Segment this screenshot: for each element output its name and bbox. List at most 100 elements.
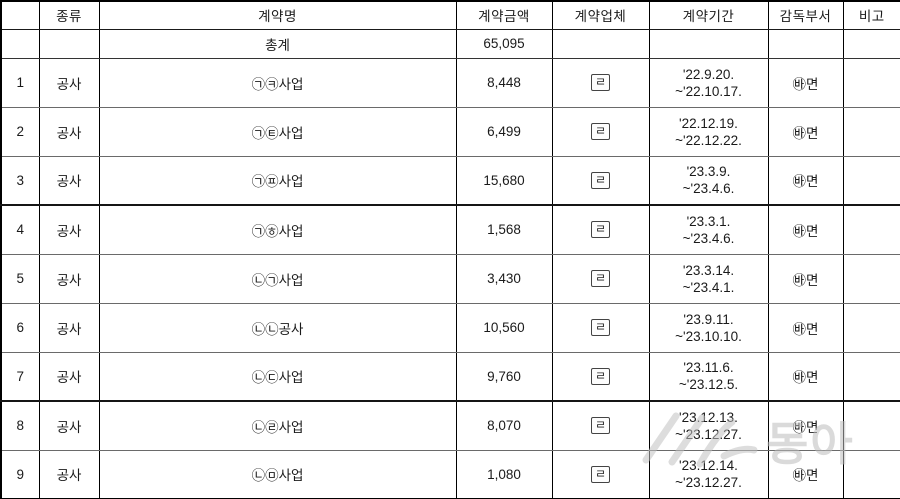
- cell-period: '22.12.19. ~'22.12.22.: [648, 106, 769, 157]
- cell-amount: 3,430: [455, 253, 553, 304]
- cell-dept: ㉳면: [767, 400, 844, 451]
- table-row: 7 공사 ㉡㉢사업 9,760 ㄹ '23.11.6. ~'23.12.5. ㉳…: [0, 351, 900, 402]
- cell-period: '23.3.1. ~'23.4.6.: [648, 204, 769, 255]
- cell-type: 공사: [38, 302, 100, 353]
- cell-period: '23.9.11. ~'23.10.10.: [648, 302, 769, 353]
- cell-note: [842, 351, 900, 402]
- header-type: 종류: [38, 0, 100, 30]
- total-type-cell: [38, 28, 100, 59]
- cell-dept: ㉳면: [767, 449, 844, 499]
- total-vendor-cell: [551, 28, 650, 59]
- cell-contract-name: ㉠㉬사업: [98, 155, 457, 206]
- table-row: 1 공사 ㉠㉪사업 8,448 ㄹ '22.9.20. ~'22.10.17. …: [0, 57, 900, 108]
- total-note-cell: [842, 28, 900, 59]
- period-end: ~'23.4.6.: [682, 230, 735, 246]
- table-row: 5 공사 ㉡㉠사업 3,430 ㄹ '23.3.14. ~'23.4.1. ㉳면: [0, 253, 900, 304]
- cell-contract-name: ㉡㉣사업: [98, 400, 457, 451]
- cell-amount: 10,560: [455, 302, 553, 353]
- period-end: ~'23.4.6.: [682, 181, 735, 197]
- cell-dept: ㉳면: [767, 57, 844, 108]
- cell-note: [842, 449, 900, 499]
- cell-no: 1: [0, 57, 40, 108]
- period-start: '23.12.14.: [679, 458, 738, 474]
- cell-no: 4: [0, 204, 40, 255]
- period-end: ~'23.12.5.: [678, 377, 739, 393]
- cell-vendor: ㄹ: [551, 253, 650, 304]
- table-row: 8 공사 ㉡㉣사업 8,070 ㄹ '23.12.13. ~'23.12.27.…: [0, 400, 900, 451]
- cell-note: [842, 253, 900, 304]
- vendor-redaction-box: ㄹ: [590, 465, 611, 483]
- vendor-redaction-box: ㄹ: [590, 319, 611, 336]
- cell-no: 9: [0, 449, 40, 499]
- period-start: '23.3.1.: [686, 213, 731, 229]
- vendor-redaction-box: ㄹ: [590, 270, 611, 287]
- cell-type: 공사: [38, 351, 100, 402]
- period-start: '22.9.20.: [682, 66, 735, 82]
- cell-no: 2: [0, 106, 40, 157]
- cell-amount: 15,680: [455, 155, 553, 206]
- cell-amount: 1,568: [455, 204, 553, 255]
- period-start: '23.3.14.: [682, 262, 735, 278]
- period-end: ~'22.10.17.: [675, 83, 742, 99]
- period-end: ~'23.12.27.: [675, 475, 742, 491]
- cell-period: '23.3.14. ~'23.4.1.: [648, 253, 769, 304]
- cell-vendor: ㄹ: [551, 302, 650, 353]
- total-period-cell: [648, 28, 769, 59]
- cell-vendor: ㄹ: [551, 57, 650, 108]
- cell-no: 3: [0, 155, 40, 206]
- period-start: '23.3.9.: [686, 164, 731, 180]
- cell-contract-name: ㉠㉪사업: [98, 57, 457, 108]
- cell-no: 6: [0, 302, 40, 353]
- cell-amount: 8,070: [455, 400, 553, 451]
- vendor-redaction-box: ㄹ: [590, 123, 611, 140]
- cell-type: 공사: [38, 155, 100, 206]
- cell-dept: ㉳면: [767, 302, 844, 353]
- cell-period: '23.11.6. ~'23.12.5.: [648, 351, 769, 402]
- cell-period: '23.12.13. ~'23.12.27.: [648, 400, 769, 451]
- cell-type: 공사: [38, 106, 100, 157]
- header-name: 계약명: [98, 0, 457, 30]
- vendor-redaction-box: ㄹ: [590, 417, 611, 435]
- cell-type: 공사: [38, 204, 100, 255]
- header-vendor: 계약업체: [551, 0, 650, 30]
- period-start: '23.9.11.: [683, 311, 734, 327]
- cell-contract-name: ㉠㉭사업: [98, 204, 457, 255]
- cell-vendor: ㄹ: [551, 449, 650, 499]
- cell-vendor: ㄹ: [551, 351, 650, 402]
- cell-dept: ㉳면: [767, 204, 844, 255]
- cell-no: 7: [0, 351, 40, 402]
- cell-vendor: ㄹ: [551, 204, 650, 255]
- cell-period: '23.3.9. ~'23.4.6.: [648, 155, 769, 206]
- cell-dept: ㉳면: [767, 106, 844, 157]
- cell-contract-name: ㉡㉡공사: [98, 302, 457, 353]
- cell-note: [842, 106, 900, 157]
- cell-contract-name: ㉡㉤사업: [98, 449, 457, 499]
- cell-vendor: ㄹ: [551, 155, 650, 206]
- cell-amount: 1,080: [455, 449, 553, 499]
- total-amount: 65,095: [455, 28, 553, 59]
- cell-contract-name: ㉡㉢사업: [98, 351, 457, 402]
- cell-note: [842, 57, 900, 108]
- cell-period: '22.9.20. ~'22.10.17.: [648, 57, 769, 108]
- cell-type: 공사: [38, 57, 100, 108]
- total-dept-cell: [767, 28, 844, 59]
- vendor-redaction-box: ㄹ: [590, 74, 611, 91]
- period-end: ~'23.10.10.: [675, 328, 742, 344]
- table-row: 4 공사 ㉠㉭사업 1,568 ㄹ '23.3.1. ~'23.4.6. ㉳면: [0, 204, 900, 255]
- table-row: 3 공사 ㉠㉬사업 15,680 ㄹ '23.3.9. ~'23.4.6. ㉳면: [0, 155, 900, 206]
- header-note: 비고: [842, 0, 900, 30]
- table-row: 9 공사 ㉡㉤사업 1,080 ㄹ '23.12.14. ~'23.12.27.…: [0, 449, 900, 499]
- total-row: 총계 65,095: [0, 28, 900, 59]
- cell-amount: 9,760: [455, 351, 553, 402]
- period-start: '23.11.6.: [683, 360, 734, 376]
- cell-note: [842, 204, 900, 255]
- cell-period: '23.12.14. ~'23.12.27.: [648, 449, 769, 499]
- header-amount: 계약금액: [455, 0, 553, 30]
- table-header-row: 종류 계약명 계약금액 계약업체 계약기간 감독부서 비고: [0, 0, 900, 30]
- header-dept: 감독부서: [767, 0, 844, 30]
- total-no-cell: [0, 28, 40, 59]
- cell-dept: ㉳면: [767, 155, 844, 206]
- total-label: 총계: [98, 28, 457, 59]
